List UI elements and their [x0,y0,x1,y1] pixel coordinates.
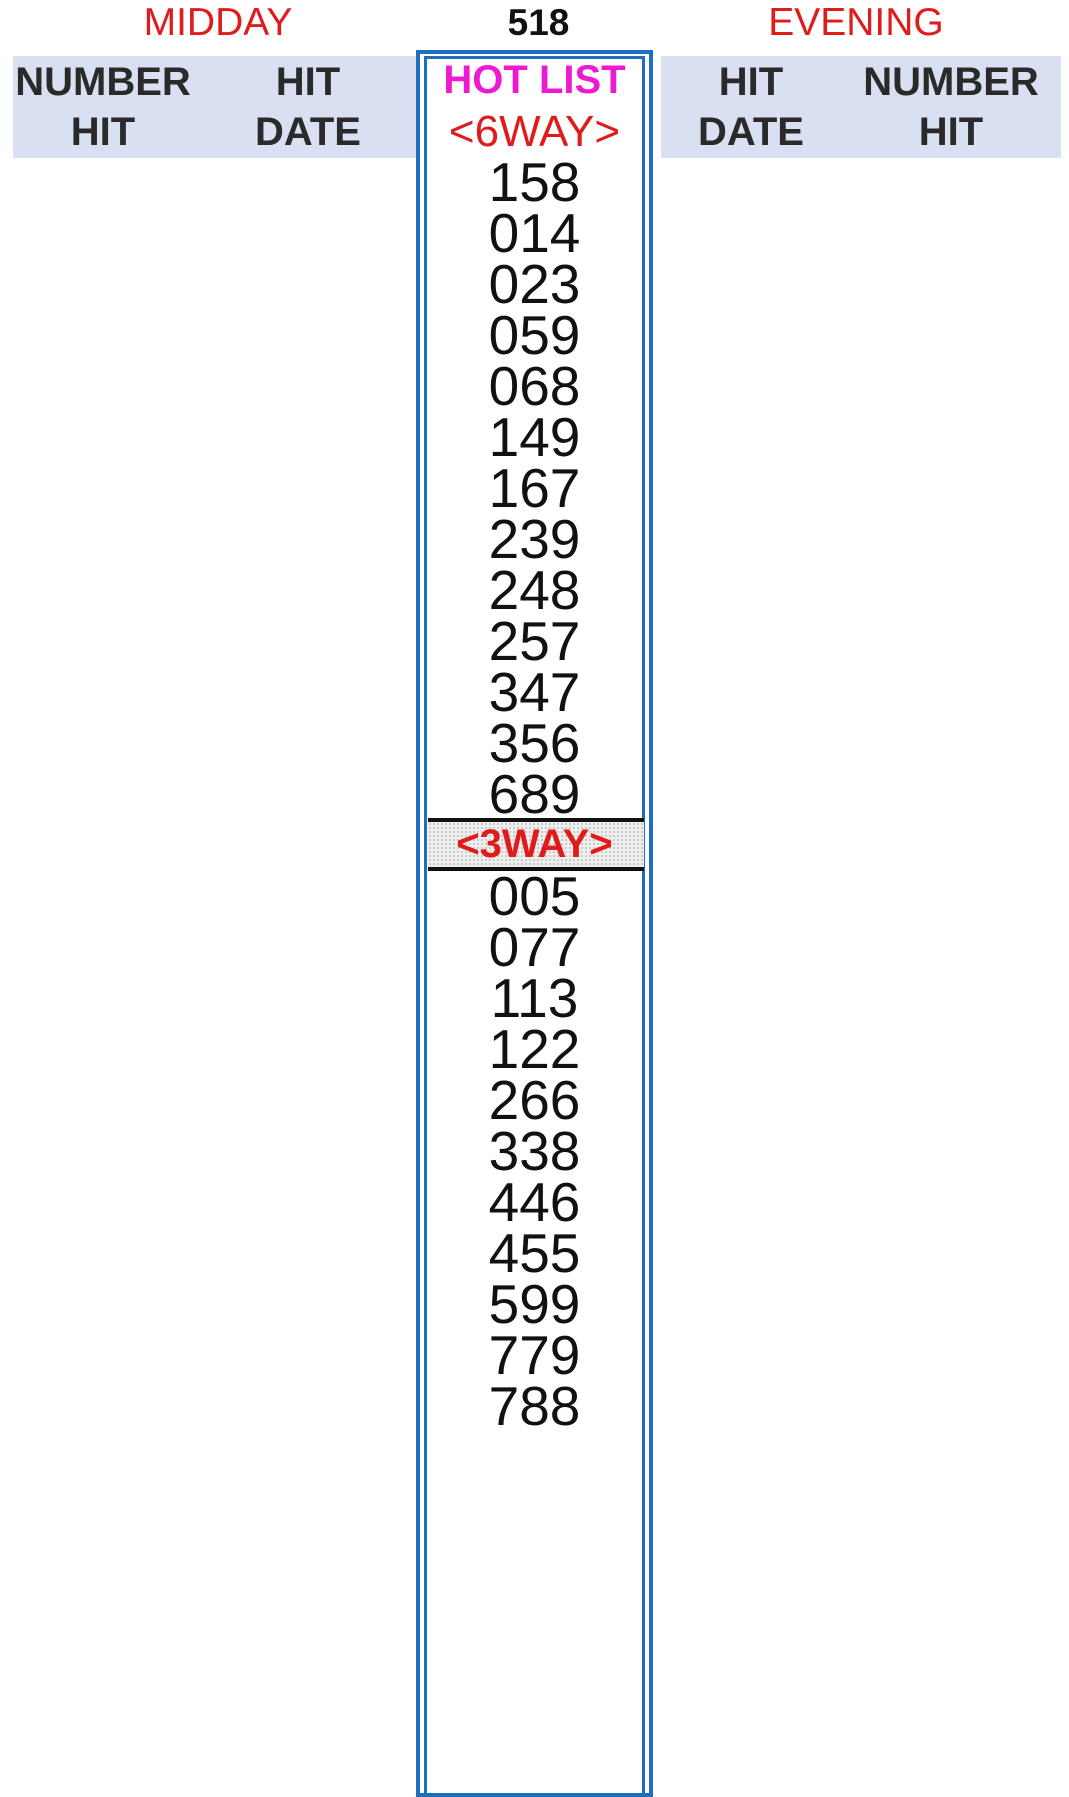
six-way-number: 158 [488,151,581,213]
hot-list-outer-border [416,50,653,1797]
three-way-number: 338 [488,1120,581,1182]
header-text: DATE [698,110,804,154]
six-way-number: 257 [488,610,581,672]
header-text: NUMBER [15,60,191,104]
three-way-number: 455 [488,1222,581,1284]
six-way-number: 167 [488,457,581,519]
three-way-divider-band [428,818,644,871]
three-way-number: 599 [488,1273,581,1335]
six-way-number: 059 [488,304,581,366]
header-text: HIT [275,60,341,104]
midday-header-band: NUMBER HIT HIT DATE [13,56,416,158]
center-number: 518 [507,2,570,43]
midday-label: MIDDAY [143,1,293,44]
header-text: HIT [70,110,136,154]
six-way-number: 014 [488,202,581,264]
six-way-number: 248 [488,559,581,621]
three-way-number: 779 [488,1324,581,1386]
three-way-number: 266 [488,1069,581,1131]
six-way-number: 356 [488,712,581,774]
six-way-label: <6WAY> [448,107,621,156]
three-way-number: 446 [488,1171,581,1233]
three-way-number: 113 [490,967,579,1029]
evening-header-band: HIT DATE NUMBER HIT [661,56,1061,158]
header-text: DATE [255,110,361,154]
three-way-label: <3WAY> [456,822,613,866]
six-way-number: 023 [488,253,581,315]
header-text: NUMBER [863,60,1039,104]
six-way-number: 068 [488,355,581,417]
midday-hit-date-header: HIT DATE [218,56,398,158]
three-way-number: 077 [488,916,581,978]
three-way-number: 788 [488,1375,581,1437]
midday-number-hit-header: NUMBER HIT [13,56,193,158]
evening-hit-date-header: HIT DATE [661,56,841,158]
three-way-number: 122 [488,1018,581,1080]
header-text: HIT [918,110,984,154]
six-way-number: 689 [488,763,581,825]
evening-label: EVENING [768,1,944,44]
hot-list-title: HOT LIST [443,58,626,102]
header-text: HIT [718,60,784,104]
evening-number-hit-header: NUMBER HIT [851,56,1051,158]
six-way-number: 347 [488,661,581,723]
three-way-number: 005 [488,865,581,927]
six-way-number: 149 [488,406,581,468]
six-way-number: 239 [488,508,581,570]
hot-list-inner-border [424,56,645,1797]
